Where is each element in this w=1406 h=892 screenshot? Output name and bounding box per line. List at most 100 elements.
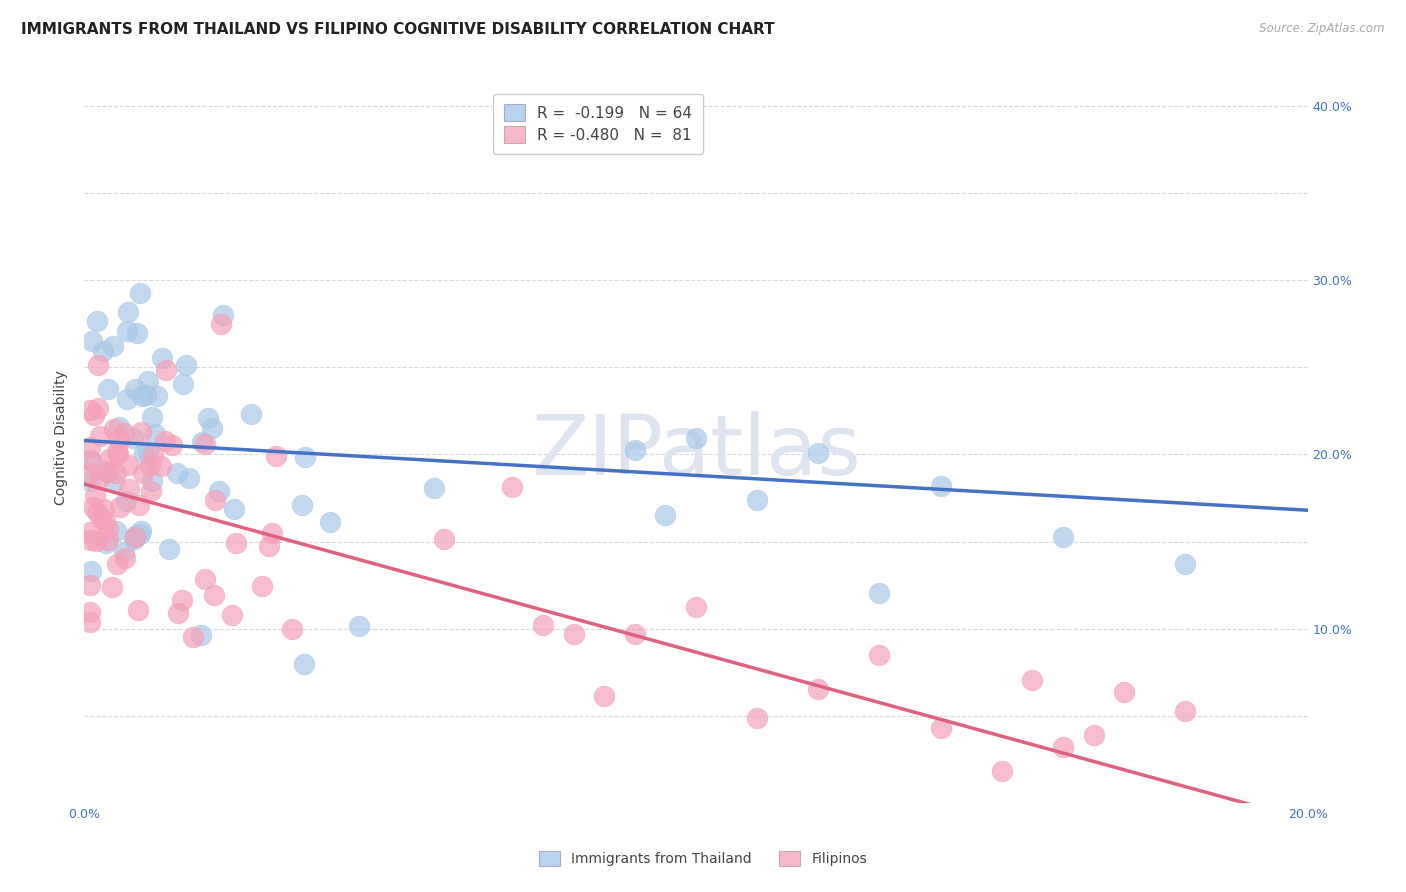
Point (194, 572, 217, 586)
Point (82, 500, 104, 515)
Point (153, 434, 176, 449)
Point (79, 615, 101, 629)
Point (117, 305, 139, 319)
Point (104, 524, 127, 538)
Point (1052, 530, 1074, 544)
Point (105, 444, 128, 458)
Point (191, 434, 214, 449)
Point (208, 484, 231, 499)
Point (108, 433, 131, 447)
Point (91, 344, 114, 359)
Point (97, 452, 120, 467)
Point (101, 580, 124, 594)
Point (108, 419, 131, 434)
Point (139, 483, 162, 498)
Point (294, 450, 316, 464)
Point (79, 454, 101, 468)
Point (139, 458, 162, 472)
Point (204, 493, 226, 508)
Point (128, 498, 150, 512)
Point (143, 426, 166, 441)
Point (150, 351, 173, 365)
Point (90, 511, 112, 525)
Point (172, 593, 194, 607)
Point (201, 421, 224, 435)
Point (685, 599, 707, 614)
Text: Source: ZipAtlas.com: Source: ZipAtlas.com (1260, 22, 1385, 36)
Point (141, 474, 163, 488)
Point (114, 550, 136, 565)
Point (240, 408, 263, 422)
Point (136, 445, 159, 459)
Point (1114, 685, 1136, 699)
Point (86, 314, 108, 328)
Point (562, 626, 585, 640)
Point (97, 522, 120, 536)
Point (135, 387, 157, 401)
Point (122, 532, 145, 546)
Point (624, 443, 647, 458)
Point (127, 603, 149, 617)
Point (96, 536, 118, 550)
Point (1021, 673, 1043, 688)
Point (807, 681, 830, 696)
Point (202, 588, 225, 602)
Point (107, 447, 129, 461)
Point (108, 500, 131, 514)
Point (264, 449, 287, 463)
Point (869, 586, 891, 600)
Point (181, 630, 204, 644)
Point (87, 401, 110, 415)
Point (685, 431, 707, 445)
Point (84, 489, 107, 503)
Point (97, 382, 120, 396)
Point (929, 721, 952, 735)
Point (157, 541, 180, 556)
Point (194, 436, 217, 450)
Point (103, 475, 125, 489)
Point (115, 493, 138, 508)
Point (166, 466, 188, 480)
Point (593, 689, 616, 703)
Legend: R =  -0.199   N = 64, R = -0.480   N =  81: R = -0.199 N = 64, R = -0.480 N = 81 (494, 94, 703, 153)
Point (177, 470, 200, 484)
Point (160, 438, 183, 452)
Point (807, 445, 830, 459)
Point (79, 403, 101, 417)
Point (222, 502, 245, 516)
Point (80, 565, 103, 579)
Point (291, 499, 314, 513)
Point (86, 504, 108, 518)
Point (349, 619, 371, 633)
Point (166, 606, 188, 620)
Point (118, 482, 141, 496)
Point (172, 376, 194, 391)
Point (87, 471, 110, 485)
Point (79, 453, 101, 467)
Point (80, 334, 103, 349)
Point (124, 382, 146, 396)
Point (131, 389, 153, 403)
Point (624, 627, 647, 641)
Point (190, 628, 212, 642)
Point (221, 608, 243, 623)
Point (257, 539, 280, 553)
Point (124, 529, 146, 543)
Point (502, 479, 524, 493)
Point (250, 579, 273, 593)
Point (112, 544, 135, 558)
Point (129, 524, 152, 538)
Point (84, 534, 107, 549)
Point (122, 432, 145, 446)
Point (101, 339, 124, 353)
Point (117, 458, 139, 472)
Point (747, 711, 769, 725)
Point (127, 326, 149, 340)
Point (531, 617, 554, 632)
Point (1174, 704, 1197, 718)
Point (105, 466, 128, 480)
Point (262, 526, 284, 541)
Point (433, 532, 456, 546)
Point (97, 466, 120, 480)
Point (79, 474, 101, 488)
